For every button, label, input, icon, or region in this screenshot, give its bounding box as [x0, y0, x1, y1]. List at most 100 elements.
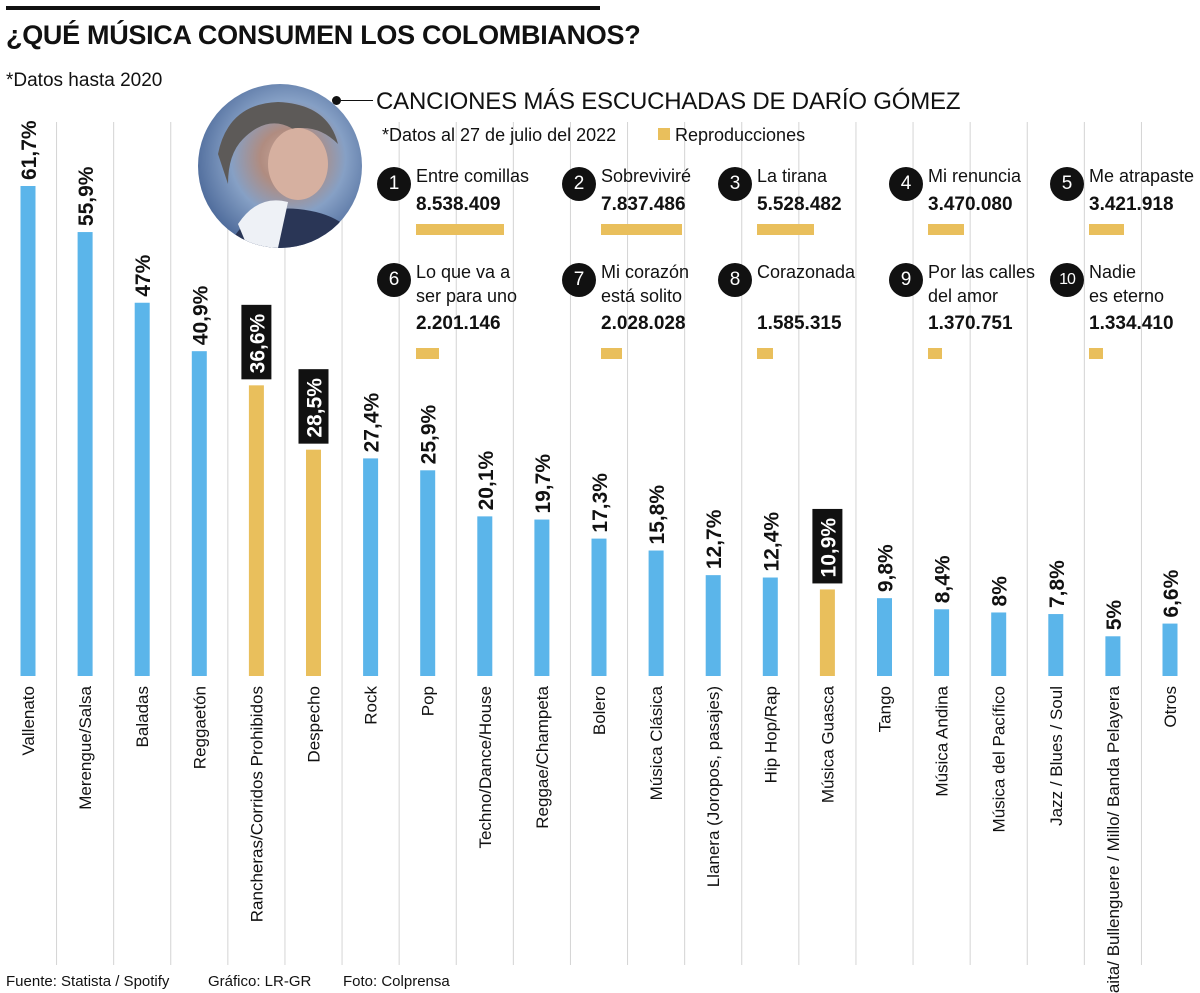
plays-bar [928, 348, 942, 359]
bar-17 [934, 609, 950, 676]
category-label: Merengue/Salsa [76, 685, 95, 809]
value-label: 25,9% [418, 404, 441, 464]
bar-20 [1105, 636, 1121, 676]
plays-bar [928, 224, 964, 235]
callout-dot [332, 96, 341, 105]
value-label: 19,7% [532, 454, 555, 514]
top-rule [6, 6, 600, 10]
bar-21 [1162, 623, 1178, 676]
bar-15 [819, 589, 835, 676]
plays-bar [757, 224, 814, 235]
category-label: Bolero [590, 686, 609, 735]
song-name: Mi corazón está solito [601, 262, 690, 306]
bar-13 [705, 575, 721, 676]
panel-note: *Datos al 27 de julio del 2022 [382, 125, 617, 145]
bar-1 [20, 186, 36, 676]
bar-7 [363, 458, 379, 676]
bar-14 [762, 577, 778, 676]
song-plays: 2.201.146 [416, 313, 501, 334]
bar-4 [191, 351, 207, 676]
rank-badge: 1 [377, 167, 411, 201]
song-name: Mi renuncia [928, 166, 1022, 186]
category-label: Jazz / Blues / Soul [1047, 686, 1066, 826]
plays-bar [601, 224, 682, 235]
value-label: 27,4% [361, 393, 384, 453]
category-label: Llanera (Joropos, pasajes) [704, 686, 723, 887]
value-label: 9,8% [875, 544, 898, 592]
portrait-icon [218, 102, 362, 248]
category-label: Música del Pacífico [990, 686, 1009, 832]
rank-badge: 9 [889, 263, 923, 297]
value-label: 8% [989, 576, 1012, 607]
plays-bar [416, 224, 504, 235]
value-label: 12,4% [760, 512, 783, 572]
song-plays: 3.421.918 [1089, 194, 1174, 215]
bar-16 [877, 598, 892, 676]
bar-3 [134, 302, 150, 676]
bar-5 [248, 385, 264, 676]
rank-badge: 8 [718, 263, 752, 297]
song-name: Me atrapaste [1089, 166, 1195, 186]
category-label: Gaita/ Bullenguere / Millo/ Banda Pelaye… [1104, 685, 1123, 993]
category-label: Música Clásica [647, 685, 666, 800]
bar-6 [306, 449, 321, 676]
value-label: 61,7% [18, 120, 41, 180]
value-label: 15,8% [646, 485, 669, 545]
value-label-box [241, 304, 272, 380]
category-label: Rancheras/Corridos Prohibidos [247, 686, 266, 922]
value-label: 40,9% [189, 285, 212, 345]
callout-line [341, 100, 373, 101]
song-plays: 1.370.751 [928, 313, 1013, 334]
plays-bar [1089, 348, 1103, 359]
data-note: *Datos hasta 2020 [6, 70, 163, 91]
rank-badge: 2 [562, 167, 596, 201]
footer-graphic: Gráfico: LR-GR [208, 973, 312, 990]
category-label: Techno/Dance/House [476, 686, 495, 849]
plays-bar [601, 348, 622, 359]
song-name: La tirana [757, 166, 828, 186]
value-label-box [298, 369, 329, 444]
song-name: Corazonada [757, 262, 856, 282]
category-label: Hip Hop/Rap [761, 686, 780, 783]
bar-2 [77, 232, 93, 676]
song-name: Lo que va a ser para uno [416, 262, 518, 306]
plays-bar [416, 348, 439, 359]
song-name: Por las calles del amor [928, 262, 1036, 306]
value-label: 17,3% [589, 473, 612, 533]
song-plays: 5.528.482 [757, 194, 842, 215]
legend-label: Reproducciones [675, 125, 806, 145]
song-plays: 1.585.315 [757, 313, 842, 334]
category-label: Otros [1161, 686, 1180, 728]
category-label: Despecho [305, 686, 324, 763]
song-name: Entre comillas [416, 166, 530, 186]
bar-18 [991, 612, 1007, 676]
dario-gomez-photo [198, 84, 362, 248]
rank-badge: 10 [1050, 263, 1084, 297]
song-plays: 3.470.080 [928, 194, 1013, 215]
rank-badge: 7 [562, 263, 596, 297]
value-label: 20,1% [475, 451, 498, 511]
song-plays: 8.538.409 [416, 194, 501, 215]
value-label: 5% [1103, 600, 1126, 631]
song-plays: 7.837.486 [601, 194, 686, 215]
rank-badge: 4 [889, 167, 923, 201]
footer-photo: Foto: Colprensa [343, 973, 450, 990]
song-plays: 2.028.028 [601, 313, 686, 334]
category-label: Rock [362, 686, 381, 725]
value-label: 55,9% [75, 166, 98, 226]
song-name: Nadie es eterno [1089, 262, 1165, 306]
category-label: Tango [876, 686, 895, 732]
category-label: Música Guasca [818, 685, 837, 803]
value-label: 28,5% [304, 378, 327, 438]
rank-badge: 6 [377, 263, 411, 297]
panel-title: CANCIONES MÁS ESCUCHADAS DE DARÍO GÓMEZ [376, 88, 961, 115]
value-label: 12,7% [703, 509, 726, 569]
song-plays: 1.334.410 [1089, 313, 1174, 334]
bar-11 [591, 538, 607, 676]
category-label: Música Andina [933, 685, 952, 796]
value-label: 8,4% [932, 555, 955, 603]
category-label: Reggaetón [190, 686, 209, 769]
value-label: 47% [132, 254, 155, 296]
bar-8 [420, 470, 436, 676]
